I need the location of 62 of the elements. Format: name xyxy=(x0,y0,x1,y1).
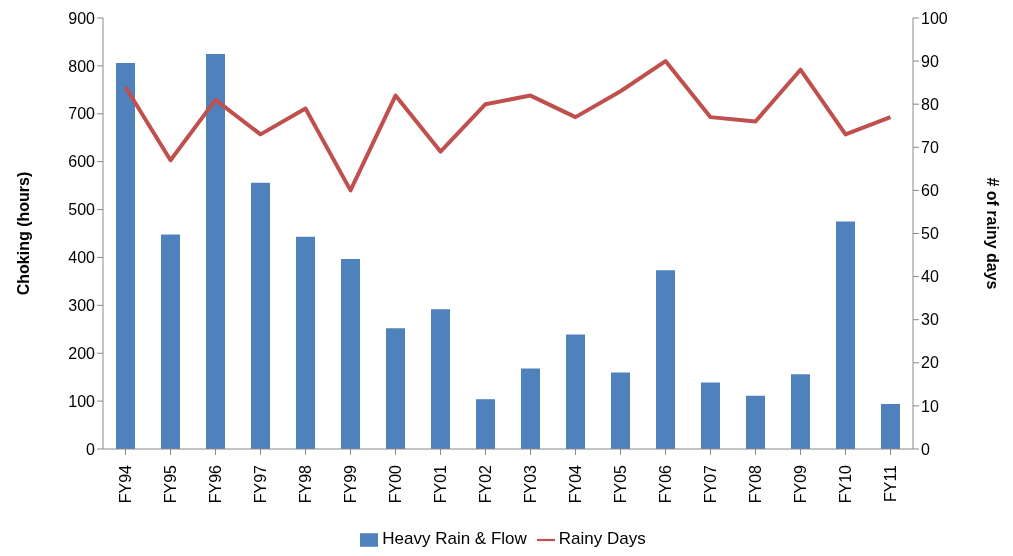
y2-tick-label: 100 xyxy=(921,9,948,27)
y-tick-label: 600 xyxy=(68,153,96,171)
y2-tick-label: 80 xyxy=(921,95,939,113)
bar xyxy=(431,309,450,449)
x-tick-label: FY09 xyxy=(792,464,810,504)
line-series xyxy=(123,59,893,193)
bar xyxy=(836,221,855,449)
x-tick-label: FY95 xyxy=(162,464,180,504)
y-tick-label: 100 xyxy=(68,392,96,410)
x-tick-label: FY04 xyxy=(567,464,585,504)
y2-tick-label: 70 xyxy=(921,138,939,156)
x-tick-label: FY99 xyxy=(342,464,360,504)
bar xyxy=(881,403,900,449)
x-tick-label: FY00 xyxy=(387,464,405,504)
x-tick-label: FY96 xyxy=(207,464,225,504)
bar xyxy=(791,374,810,449)
y2-tick-label: 90 xyxy=(921,52,939,70)
bar xyxy=(386,328,405,449)
y2-tick-label: 10 xyxy=(921,397,939,415)
y-tick-label: 200 xyxy=(68,344,96,362)
legend-label: Rainy Days xyxy=(558,529,646,548)
bar xyxy=(701,382,720,449)
x-tick-label: FY94 xyxy=(117,464,135,504)
bar xyxy=(251,182,270,449)
bar xyxy=(611,372,630,449)
y-tick-label: 800 xyxy=(68,57,96,75)
y2-axis-title: # of rainy days xyxy=(984,177,1002,290)
x-tick-label: FY03 xyxy=(522,464,540,504)
x-tick-label: FY97 xyxy=(252,464,270,504)
bar xyxy=(116,63,135,449)
bar xyxy=(746,395,765,449)
legend-label: Heavy Rain & Flow xyxy=(382,529,527,548)
y-tick-label: 500 xyxy=(68,201,96,219)
y-tick-label: 300 xyxy=(68,297,96,315)
y2-tick-label: 0 xyxy=(921,440,930,458)
bar xyxy=(656,270,675,449)
y2-tick-label: 40 xyxy=(921,268,939,286)
x-tick-label: FY06 xyxy=(657,464,675,504)
x-tick-label: FY98 xyxy=(297,464,315,504)
bar xyxy=(341,258,360,449)
bar xyxy=(296,236,315,449)
x-tick-label: FY08 xyxy=(747,464,765,504)
y2-tick-label: 60 xyxy=(921,182,939,200)
y-tick-label: 0 xyxy=(86,440,96,458)
x-tick-label: FY11 xyxy=(882,464,900,503)
y2-tick-label: 50 xyxy=(921,225,939,243)
y-tick-label: 700 xyxy=(68,105,96,123)
x-tick-label: FY05 xyxy=(612,464,630,504)
y-axis-title: Choking (hours) xyxy=(14,171,32,296)
bar xyxy=(476,399,495,449)
bar xyxy=(521,368,540,449)
y2-tick-label: 20 xyxy=(921,354,939,372)
x-tick-label: FY02 xyxy=(477,464,495,504)
y2-tick-label: 30 xyxy=(921,311,939,329)
bar xyxy=(206,53,225,449)
bar xyxy=(161,234,180,449)
y-tick-label: 400 xyxy=(68,249,96,267)
x-tick-label: FY10 xyxy=(837,464,855,504)
x-tick-label: FY01 xyxy=(432,464,450,504)
bar xyxy=(566,334,585,449)
y-tick-label: 900 xyxy=(68,9,96,27)
x-tick-label: FY07 xyxy=(702,464,720,504)
